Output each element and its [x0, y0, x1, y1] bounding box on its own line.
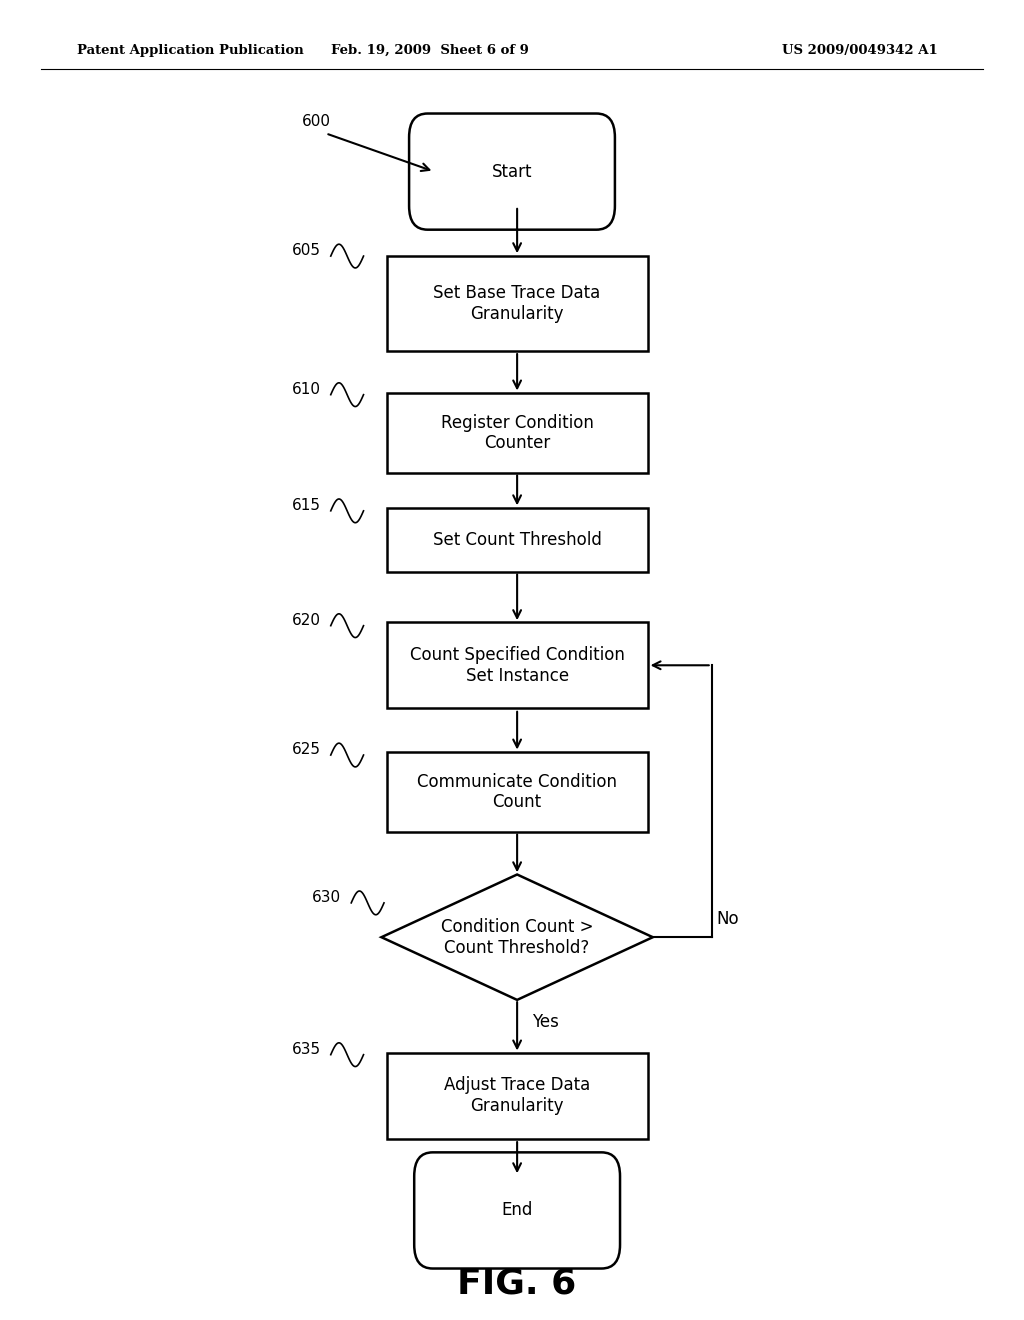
- Text: Set Count Threshold: Set Count Threshold: [433, 531, 601, 549]
- Text: Patent Application Publication: Patent Application Publication: [77, 44, 303, 57]
- Bar: [387, 1053, 648, 1138]
- Text: 625: 625: [292, 742, 321, 758]
- Text: No: No: [717, 909, 739, 928]
- Text: 610: 610: [292, 381, 321, 397]
- Text: 600: 600: [302, 114, 331, 129]
- Text: End: End: [502, 1201, 532, 1220]
- Text: 620: 620: [292, 612, 321, 628]
- Text: Communicate Condition
Count: Communicate Condition Count: [417, 772, 617, 812]
- Polygon shape: [381, 875, 653, 1001]
- Text: Condition Count >
Count Threshold?: Condition Count > Count Threshold?: [440, 917, 594, 957]
- Text: Adjust Trace Data
Granularity: Adjust Trace Data Granularity: [444, 1076, 590, 1115]
- Text: Start: Start: [492, 162, 532, 181]
- Text: Register Condition
Counter: Register Condition Counter: [440, 413, 594, 453]
- Text: Feb. 19, 2009  Sheet 6 of 9: Feb. 19, 2009 Sheet 6 of 9: [331, 44, 529, 57]
- Text: 615: 615: [292, 498, 321, 513]
- FancyBboxPatch shape: [409, 114, 614, 230]
- Text: Yes: Yes: [532, 1012, 559, 1031]
- Bar: [387, 256, 648, 351]
- Bar: [387, 508, 648, 572]
- Text: 635: 635: [292, 1041, 321, 1057]
- Text: US 2009/0049342 A1: US 2009/0049342 A1: [782, 44, 938, 57]
- Text: FIG. 6: FIG. 6: [458, 1266, 577, 1300]
- Text: Set Base Trace Data
Granularity: Set Base Trace Data Granularity: [433, 284, 601, 323]
- FancyBboxPatch shape: [414, 1152, 620, 1269]
- Text: 605: 605: [292, 243, 321, 259]
- Bar: [387, 623, 648, 708]
- Bar: [387, 393, 648, 473]
- Bar: [387, 752, 648, 832]
- Text: 630: 630: [312, 890, 341, 906]
- Text: Count Specified Condition
Set Instance: Count Specified Condition Set Instance: [410, 645, 625, 685]
